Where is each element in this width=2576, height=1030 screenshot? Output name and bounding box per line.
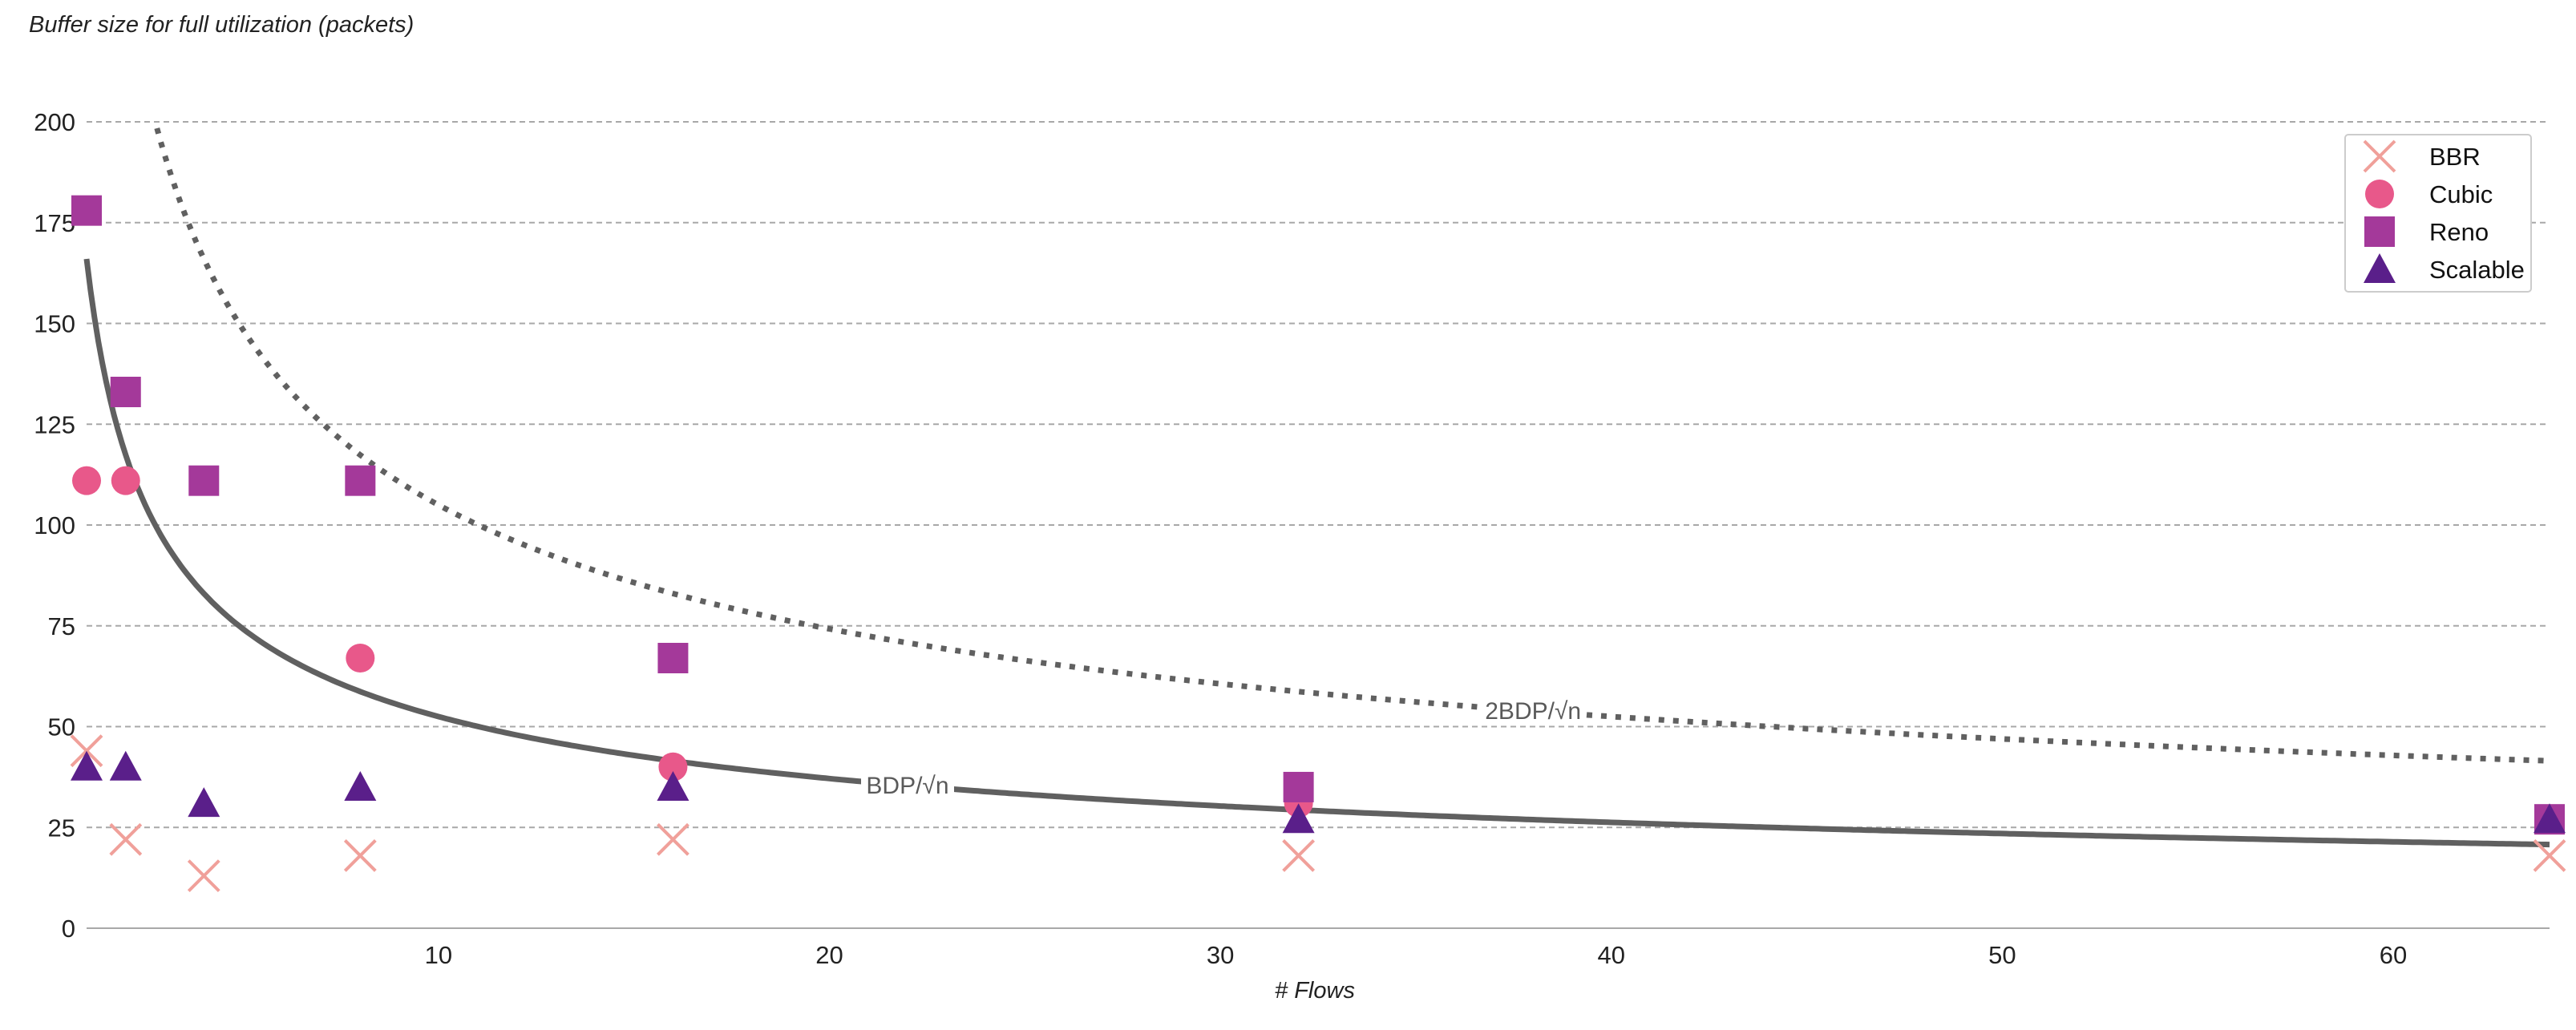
data-points (70, 195, 2566, 893)
point-reno-16 (657, 642, 689, 673)
gridlines (87, 121, 2550, 929)
y-tick-125: 125 (34, 410, 75, 438)
point-cubic-8 (346, 643, 375, 673)
point-reno-8 (345, 465, 376, 496)
y-tick-150: 150 (34, 310, 75, 338)
x-tick-20: 20 (815, 941, 843, 969)
legend-label-scalable: Scalable (2429, 256, 2525, 284)
y-tick-200: 200 (34, 108, 75, 136)
point-scalable-2 (109, 750, 142, 781)
curve-label: BDP/√n (866, 773, 948, 799)
point-reno-1 (71, 195, 102, 226)
y-tick-0: 0 (62, 915, 75, 943)
point-bbr-1 (70, 734, 103, 768)
point-cubic-16 (658, 752, 688, 782)
y-axis-label: Buffer size for full utilization (packet… (29, 12, 414, 38)
curve-two-bdp (154, 127, 2550, 764)
point-bbr-64 (2533, 839, 2566, 872)
point-bbr-8 (343, 839, 377, 872)
point-scalable-16 (657, 770, 689, 801)
y-tick-25: 25 (48, 814, 75, 842)
point-reno-32 (1283, 771, 1314, 802)
point-reno-4 (188, 465, 220, 496)
legend-marker-scalable (2364, 253, 2396, 283)
y-tick-100: 100 (34, 511, 75, 539)
point-bbr-16 (657, 822, 689, 856)
y-tick-175: 175 (34, 209, 75, 237)
point-bbr-2 (109, 822, 143, 856)
curve-bdp (83, 258, 2550, 848)
x-tick-40: 40 (1597, 941, 1624, 969)
point-scalable-4 (188, 787, 220, 818)
legend-label-cubic: Cubic (2429, 180, 2493, 208)
x-tick-30: 30 (1207, 941, 1234, 969)
point-scalable-1 (71, 750, 103, 781)
legend-marker-cubic (2365, 180, 2394, 208)
x-tick-50: 50 (1988, 941, 2016, 969)
legend: BBR Cubic Reno Scalable (2344, 134, 2532, 293)
legend-marker-reno (2364, 216, 2395, 247)
point-scalable-8 (344, 770, 377, 801)
legend-box (2344, 134, 2532, 293)
x-axis-label: # Flows (1275, 978, 1355, 1004)
point-bbr-32 (1282, 839, 1316, 872)
point-scalable-32 (1282, 803, 1315, 834)
x-tick-10: 10 (425, 941, 452, 969)
legend-label-reno: Reno (2429, 218, 2489, 246)
point-cubic-1 (72, 466, 101, 495)
point-cubic-2 (111, 466, 140, 495)
curve-label-bg (1480, 693, 1587, 726)
legend-label-bbr: BBR (2429, 143, 2481, 171)
x-tick-labels: 10 20 30 40 50 60 (425, 941, 2408, 969)
curve-label-bg (861, 767, 954, 800)
reference-curves: BDP/√n 2BDP/√n (83, 127, 2550, 848)
point-scalable-64 (2534, 803, 2566, 834)
curve-label: 2BDP/√n (1485, 698, 1581, 725)
x-tick-60: 60 (2380, 941, 2407, 969)
legend-marker-bbr (2363, 139, 2396, 173)
point-bbr-4 (187, 859, 220, 893)
point-reno-2 (110, 377, 141, 408)
y-tick-75: 75 (48, 612, 75, 640)
